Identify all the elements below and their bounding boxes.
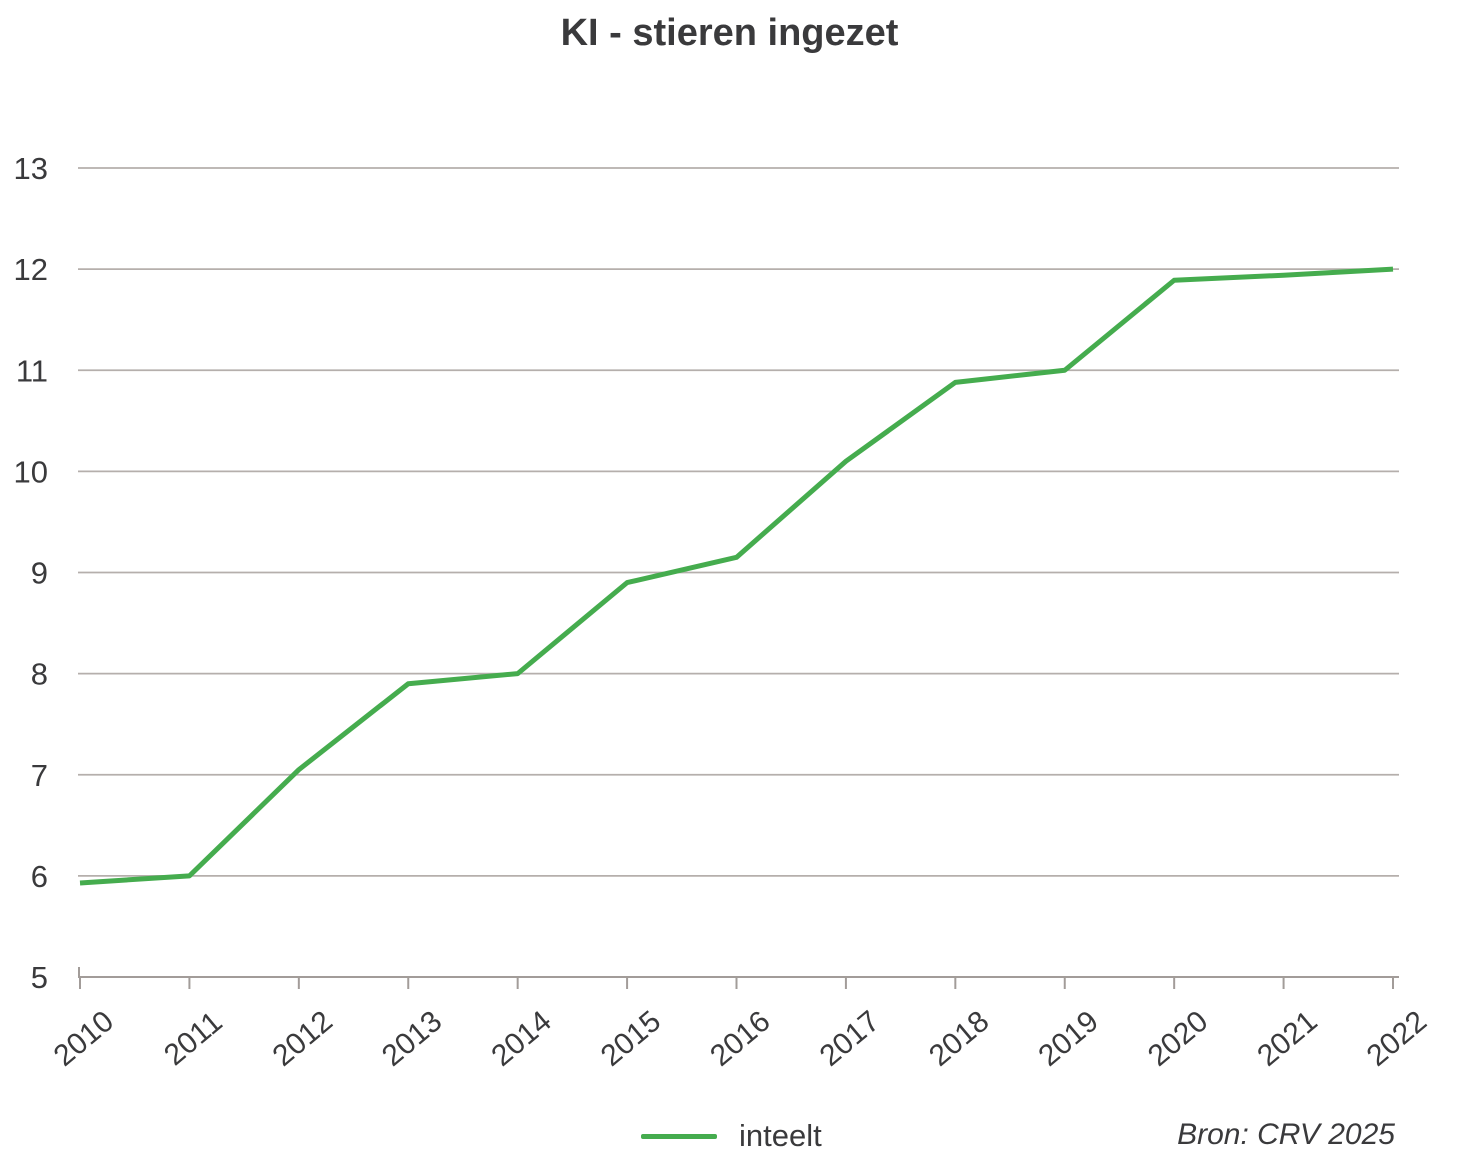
y-axis-tick-label: 12 [14, 252, 48, 287]
chart-title: KI - stieren ingezet [560, 12, 899, 54]
x-axis-tick-label: 2022 [1361, 1005, 1433, 1073]
x-axis-tick-label: 2019 [1032, 1005, 1104, 1073]
legend-row: inteelt Bron: CRV 2025 [0, 1110, 1459, 1163]
y-axis-tick-label: 6 [31, 859, 48, 894]
legend-line-swatch-icon [641, 1134, 717, 1139]
x-axis-tick-label: 2010 [48, 1005, 120, 1073]
y-axis-tick-label: 10 [14, 454, 48, 489]
x-axis-tick-label: 2015 [595, 1005, 667, 1073]
x-axis-tick-label: 2012 [267, 1005, 339, 1073]
x-axis-tick-label: 2021 [1251, 1005, 1323, 1073]
x-axis-tick-label: 2014 [485, 1005, 557, 1073]
y-axis-tick-label: 8 [31, 657, 48, 692]
x-axis-tick-label: 2017 [814, 1005, 886, 1073]
x-axis-tick-label: 2013 [376, 1005, 448, 1073]
y-axis-tick-label: 9 [31, 556, 48, 591]
x-axis-tick-label: 2020 [1142, 1005, 1214, 1073]
x-axis-tick-label: 2011 [158, 1005, 229, 1072]
x-axis-tick-label: 2018 [923, 1005, 995, 1073]
legend-label-inteelt: inteelt [739, 1118, 822, 1153]
y-axis-tick-label: 13 [14, 151, 48, 186]
y-axis-tick-label: 5 [31, 960, 48, 995]
x-axis-tick-label: 2016 [704, 1005, 776, 1073]
source-note: Bron: CRV 2025 [1177, 1118, 1395, 1151]
y-axis-tick-label: 11 [16, 353, 48, 388]
data-line-inteelt [79, 266, 1394, 886]
y-axis-tick-label: 7 [31, 758, 48, 793]
